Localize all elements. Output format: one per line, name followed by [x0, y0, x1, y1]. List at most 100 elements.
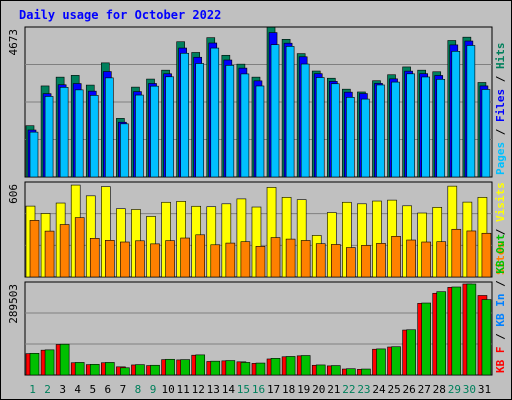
bar-kb-out [346, 368, 356, 376]
legend-hits: Hits [494, 43, 507, 70]
bar-kb-out [150, 364, 160, 376]
bar-sites [346, 247, 356, 278]
x-tick-label: 8 [135, 383, 142, 396]
bar-sites [59, 224, 70, 278]
x-tick-label: 26 [403, 383, 416, 396]
bar-sites [89, 238, 100, 278]
bar-sites [330, 244, 341, 278]
legend-files: Files [494, 89, 507, 122]
bar-pages [195, 63, 205, 178]
bar-sites [195, 234, 206, 278]
bar-pages [361, 98, 370, 178]
x-tick-label: 31 [478, 383, 491, 396]
bar-sites [481, 232, 492, 278]
bar-kb-out [285, 356, 296, 376]
x-tick-label: 29 [448, 383, 461, 396]
bar-kb-out [421, 302, 431, 376]
bar-kb-out [300, 355, 311, 376]
bar-kb-out [195, 354, 206, 376]
chart-title: Daily usage for October 2022 [19, 8, 221, 22]
bar-kb-out [74, 362, 85, 376]
legend: Sites / Visits [494, 182, 507, 275]
bar-sites [225, 242, 236, 278]
bar-pages [210, 47, 220, 178]
bar-pages [44, 96, 54, 178]
bar-pages [346, 97, 355, 178]
x-tick-label: 11 [177, 383, 190, 396]
x-tick-label: 23 [357, 383, 370, 396]
legend-separator: / [494, 69, 507, 89]
bar-pages [135, 94, 144, 178]
bar-pages [240, 73, 250, 178]
x-tick-label: 13 [207, 383, 220, 396]
legend-sites: Sites [494, 242, 507, 275]
bar-kb-out [225, 360, 236, 376]
y-max-label: 4673 [7, 29, 20, 56]
x-tick-label: 24 [372, 383, 386, 396]
bar-kb-out [240, 362, 251, 376]
bar-pages [29, 131, 39, 178]
bar-sites [361, 245, 371, 278]
bar-kb-out [466, 283, 477, 376]
bar-sites [255, 246, 266, 278]
legend-visits: Visits [494, 182, 507, 222]
bar-kb-out [180, 359, 190, 376]
bar-kb-out [361, 368, 371, 376]
x-tick-label: 17 [267, 383, 280, 396]
bar-kb-out [406, 329, 416, 376]
y-max-label: 289503 [7, 284, 20, 324]
bar-pages [315, 77, 325, 178]
bar-kb-out [255, 362, 266, 376]
x-axis-day-labels: 1 2 3 4 5 6 7 8 9 10 11 12 13 14 15 16 17 18 19 20 21 22 23 24 2… [29, 383, 491, 396]
bar-kb-out [210, 360, 221, 376]
x-tick-label: 10 [161, 383, 174, 396]
bar-pages [376, 84, 385, 178]
x-tick-label: 21 [327, 383, 340, 396]
x-tick-label: 27 [418, 383, 431, 396]
legend-separator: / [494, 222, 507, 242]
bar-pages [481, 89, 491, 178]
x-tick-label: 18 [282, 383, 295, 396]
legend: Pages / Files / Hits [494, 43, 507, 176]
legend-kb-out: KB Out [494, 234, 507, 274]
x-tick-label: 2 [44, 383, 51, 396]
hits-files-pages-panel: 4673 Pages / Files / Hits [7, 26, 507, 178]
bar-pages [59, 87, 69, 178]
bar-pages [105, 77, 114, 178]
x-tick-label: 4 [74, 383, 81, 396]
x-tick-label: 1 [29, 383, 36, 396]
bar-pages [150, 85, 159, 178]
legend-kb-in: KB In [494, 294, 507, 327]
bar-sites [376, 243, 386, 278]
x-tick-label: 15 [237, 383, 250, 396]
x-tick-label: 16 [252, 383, 265, 396]
bar-kb-out [105, 362, 115, 376]
bar-kb-out [481, 299, 492, 376]
x-tick-label: 14 [222, 383, 236, 396]
legend-separator: / [494, 327, 507, 347]
bar-sites [285, 238, 296, 278]
bar-kb-out [391, 346, 401, 376]
bar-pages [120, 123, 129, 178]
bar-pages [406, 73, 415, 178]
bar-kb-out [29, 353, 40, 376]
bar-kb-out [330, 365, 341, 376]
bar-kb-out [89, 364, 100, 376]
bar-sites [421, 241, 431, 278]
bar-sites [165, 240, 175, 278]
bar-kb-out [135, 364, 145, 376]
bar-kb-out [376, 348, 386, 376]
bar-sites [210, 244, 221, 278]
x-tick-label: 3 [59, 383, 66, 396]
legend: KB F / KB In / KB Out [494, 234, 507, 373]
bar-kb-out [120, 367, 130, 376]
legend-separator: / [494, 274, 507, 294]
bar-sites [44, 230, 55, 278]
kbytes-panel: 289503 KB F / KB In / KB Out [7, 234, 507, 376]
bar-kb-out [436, 291, 447, 376]
x-tick-label: 6 [105, 383, 112, 396]
x-tick-label: 9 [150, 383, 157, 396]
bar-kb-out [315, 364, 326, 376]
x-tick-label: 5 [89, 383, 96, 396]
